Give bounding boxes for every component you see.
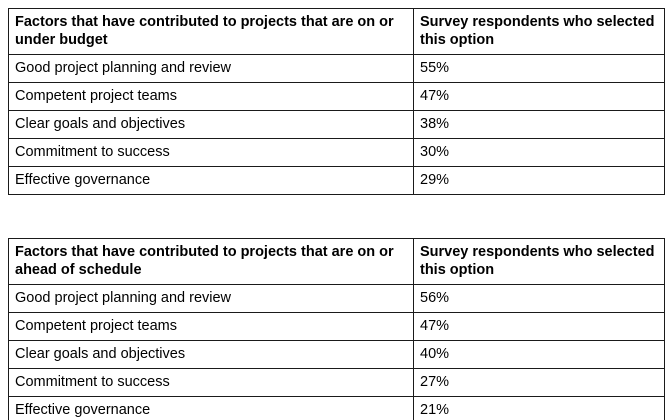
factor-cell: Commitment to success — [8, 368, 414, 397]
table-row: Competent project teams 47% — [8, 312, 665, 341]
table-row: Effective governance 29% — [8, 166, 665, 195]
table-row: Competent project teams 47% — [8, 82, 665, 111]
percentage-cell: 29% — [413, 166, 665, 195]
factor-cell: Commitment to success — [8, 138, 414, 167]
factor-cell: Competent project teams — [8, 312, 414, 341]
factor-cell: Clear goals and objectives — [8, 340, 414, 369]
on-or-ahead-of-schedule-table: Factors that have contributed to project… — [8, 238, 665, 420]
table-header-row: Factors that have contributed to project… — [8, 8, 665, 55]
table-row: Clear goals and objectives 40% — [8, 340, 665, 369]
table-row: Effective governance 21% — [8, 396, 665, 420]
table-row: Commitment to success 30% — [8, 138, 665, 167]
percentage-cell: 47% — [413, 82, 665, 111]
factor-cell: Competent project teams — [8, 82, 414, 111]
factor-cell: Clear goals and objectives — [8, 110, 414, 139]
column-header-schedule-factors: Factors that have contributed to project… — [8, 238, 414, 285]
factor-cell: Good project planning and review — [8, 284, 414, 313]
factor-cell: Effective governance — [8, 396, 414, 420]
percentage-cell: 56% — [413, 284, 665, 313]
percentage-cell: 21% — [413, 396, 665, 420]
table-row: Commitment to success 27% — [8, 368, 665, 397]
factor-cell: Effective governance — [8, 166, 414, 195]
column-header-budget-factors: Factors that have contributed to project… — [8, 8, 414, 55]
percentage-cell: 30% — [413, 138, 665, 167]
column-header-respondents: Survey respondents who selected this opt… — [413, 8, 665, 55]
table-row: Clear goals and objectives 38% — [8, 110, 665, 139]
table-header-row: Factors that have contributed to project… — [8, 238, 665, 285]
table-row: Good project planning and review 55% — [8, 54, 665, 83]
column-header-respondents: Survey respondents who selected this opt… — [413, 238, 665, 285]
table-row: Good project planning and review 56% — [8, 284, 665, 313]
factor-cell: Good project planning and review — [8, 54, 414, 83]
on-or-under-budget-table: Factors that have contributed to project… — [8, 8, 665, 195]
percentage-cell: 40% — [413, 340, 665, 369]
percentage-cell: 27% — [413, 368, 665, 397]
percentage-cell: 47% — [413, 312, 665, 341]
percentage-cell: 38% — [413, 110, 665, 139]
percentage-cell: 55% — [413, 54, 665, 83]
